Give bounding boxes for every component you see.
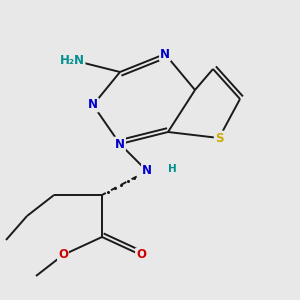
Text: S: S — [215, 131, 223, 145]
Text: N: N — [88, 98, 98, 112]
Text: N: N — [115, 137, 125, 151]
Text: O: O — [58, 248, 68, 262]
Text: N: N — [160, 47, 170, 61]
Text: H: H — [168, 164, 177, 175]
Text: H₂N: H₂N — [59, 53, 85, 67]
Text: N: N — [142, 164, 152, 178]
Text: O: O — [136, 248, 146, 262]
